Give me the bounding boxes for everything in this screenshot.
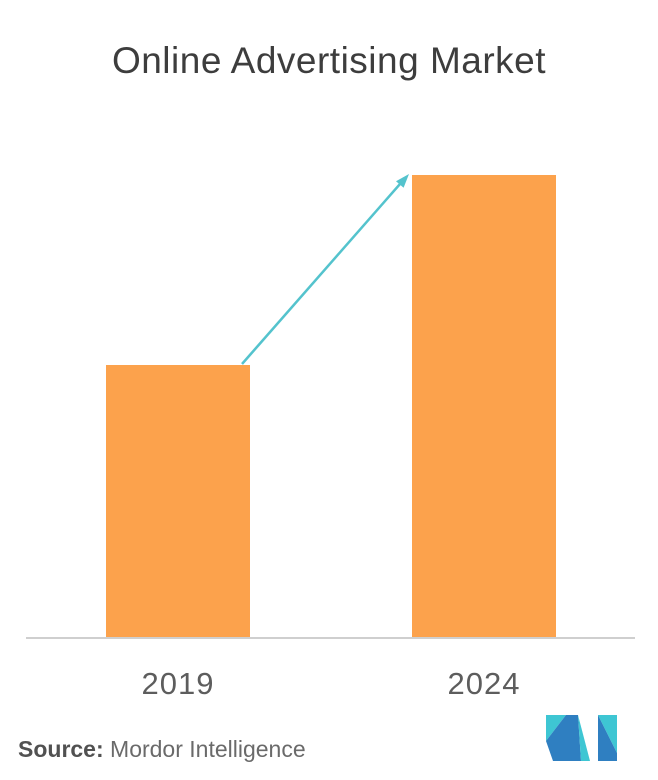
bar-2024 [412, 175, 556, 638]
source-text: Mordor Intelligence [103, 736, 306, 762]
source-label: Source: [18, 736, 104, 762]
bar-2019 [106, 365, 250, 638]
mordor-intelligence-logo [546, 715, 617, 761]
source-note: Source: Mordor Intelligence [18, 736, 306, 763]
x-axis-line [26, 637, 635, 639]
x-axis-label-2019: 2019 [141, 666, 215, 701]
x-axis-label-2024: 2024 [447, 666, 521, 701]
page-title: Online Advertising Market [111, 40, 547, 81]
